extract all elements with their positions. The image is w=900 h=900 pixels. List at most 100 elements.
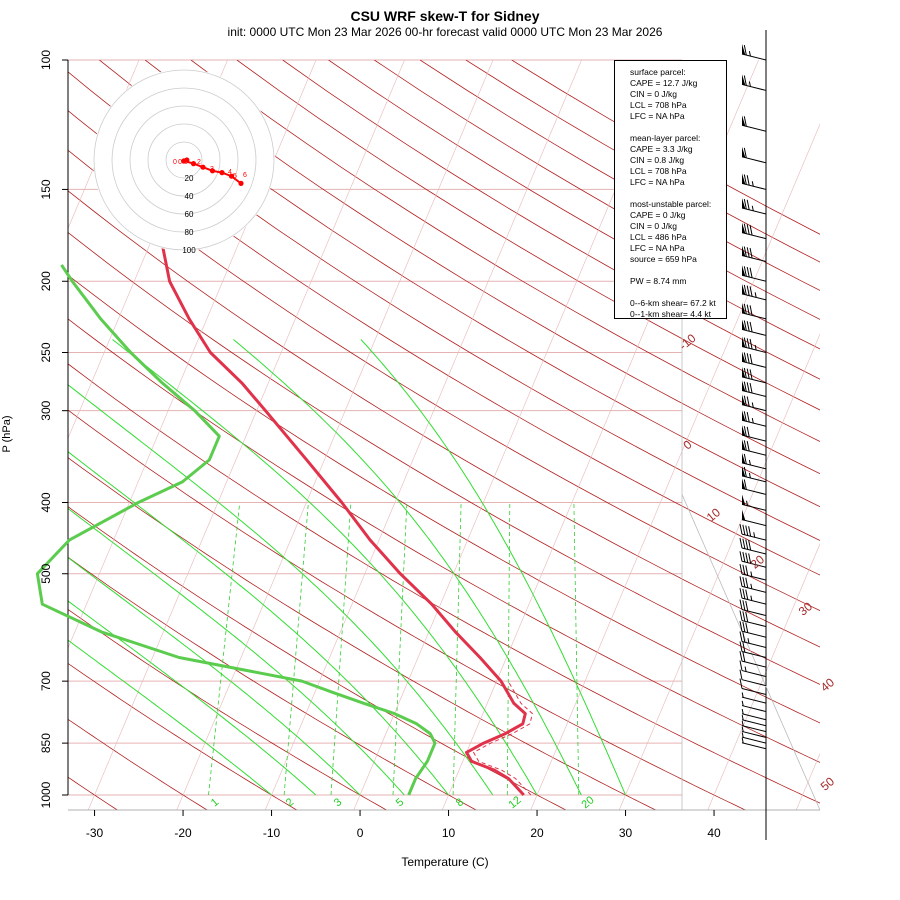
wind-barb-full <box>749 267 753 278</box>
wind-barb-full <box>745 552 749 563</box>
wind-barb-half <box>750 583 753 589</box>
shear-group: 0--6-km shear= 67.2 kt 0--1-km shear= 4.… <box>630 298 726 320</box>
wind-barb-staff <box>741 182 767 190</box>
wind-barb-staff <box>741 156 767 164</box>
mean-layer-parcel-group: mean-layer parcel: CAPE = 3.3 J/kg CIN =… <box>630 133 726 188</box>
wind-barb <box>741 173 767 190</box>
wind-barb-flag <box>742 452 746 464</box>
wind-barb-full <box>739 641 743 652</box>
wind-barb-full <box>748 526 752 537</box>
wind-barb-full <box>742 576 746 588</box>
x-tick-label: 10 <box>442 826 456 840</box>
info-line: CAPE = 12.7 J/kg <box>630 78 698 88</box>
wind-barb-staff <box>741 475 767 483</box>
wind-barb-half <box>748 81 751 87</box>
wind-barb <box>739 669 767 687</box>
wind-barb-flag <box>742 44 746 55</box>
x-tick-label: -30 <box>86 826 104 840</box>
wind-barb-half <box>741 732 744 738</box>
mixing-ratio-line <box>452 502 462 796</box>
isotherm-line <box>264 60 582 810</box>
dry-adiabat <box>282 60 820 380</box>
wind-barb-full <box>743 303 747 315</box>
wind-barb-full <box>739 537 743 549</box>
wind-barb-full <box>746 353 750 364</box>
info-line: LCL = 486 hPa <box>630 232 687 242</box>
moist-adiabat <box>233 339 582 796</box>
wind-barb-staff <box>741 419 767 427</box>
wind-barb-staff <box>741 713 767 721</box>
wind-barb-half <box>751 417 754 424</box>
wind-barb-staff <box>741 688 767 696</box>
most-unstable-parcel-group: most-unstable parcel: CAPE = 0 J/kg CIN … <box>630 199 726 265</box>
wind-barb-flag <box>742 74 746 86</box>
wind-barb <box>739 537 767 555</box>
wind-barb-flag <box>742 146 746 158</box>
wind-barb-full <box>749 338 753 350</box>
wind-barb-staff <box>741 390 767 398</box>
wind-barb <box>741 494 767 511</box>
hodograph-point <box>238 180 244 186</box>
wind-barb-staff <box>741 360 767 368</box>
wind-barb <box>741 302 767 320</box>
wind-barb-staff <box>741 83 767 91</box>
wind-barb-half <box>744 666 747 672</box>
wind-barb-full <box>739 621 743 632</box>
x-tick-label: 40 <box>707 826 721 840</box>
wind-barb-full <box>746 440 750 452</box>
hodograph-ring-label: 20 <box>185 174 194 183</box>
isotherm-label: 30 <box>796 599 815 619</box>
isotherm-line <box>68 60 140 230</box>
wind-barb <box>741 351 767 368</box>
wind-barb-full <box>742 564 746 575</box>
wind-barb-staff <box>741 462 767 470</box>
wind-barb-full <box>745 600 749 612</box>
wind-barb-staff <box>741 124 767 132</box>
mixing-ratio-lines <box>208 502 580 796</box>
wind-barb-flag <box>742 245 746 257</box>
wind-barb-flag <box>742 394 746 406</box>
hodograph-height-label: 3 <box>210 166 214 173</box>
wind-barb <box>741 737 767 750</box>
wind-barb <box>741 336 767 353</box>
wind-barb-flag <box>742 283 746 295</box>
wind-barb <box>741 197 767 215</box>
hodograph-point <box>190 161 197 167</box>
wind-barb-full <box>749 225 753 236</box>
y-tick-label: 300 <box>39 400 53 420</box>
hodograph-point <box>209 168 216 174</box>
x-tick-label: -20 <box>174 826 192 840</box>
wind-barb-full <box>748 540 752 551</box>
wind-barb-full <box>742 621 746 633</box>
wind-barb-full <box>749 382 753 394</box>
wind-barb-full <box>749 305 753 316</box>
hodograph-point <box>200 164 206 170</box>
wind-barb-full <box>746 247 750 258</box>
wind-barb-staff <box>741 705 767 713</box>
wind-barb-full <box>743 337 747 348</box>
mixing-ratio-line <box>392 502 408 796</box>
wind-barb-flag <box>742 115 746 127</box>
isotherm-label: 50 <box>818 774 837 794</box>
y-tick-label: 400 <box>39 492 53 512</box>
info-line: most-unstable parcel: <box>630 199 712 209</box>
axes <box>62 30 821 840</box>
wind-barb-full <box>743 479 747 490</box>
dry-adiabat <box>68 110 820 576</box>
dry-adiabat <box>68 274 820 724</box>
wind-barb-flag <box>742 380 746 392</box>
wind-barb <box>739 576 767 593</box>
dry-adiabat <box>190 60 820 442</box>
wind-barb-half <box>746 500 749 506</box>
wind-barb-half <box>748 472 751 479</box>
mixing-ratio-line <box>208 502 241 796</box>
wind-barb-full <box>746 411 750 423</box>
wind-barb <box>739 599 767 617</box>
wind-barb-full <box>749 286 753 297</box>
wind-barb <box>739 651 767 668</box>
wind-barb <box>741 708 767 721</box>
wind-barb-full <box>739 588 743 599</box>
wind-barb-half <box>741 700 744 706</box>
wind-barb-flag <box>742 336 746 348</box>
